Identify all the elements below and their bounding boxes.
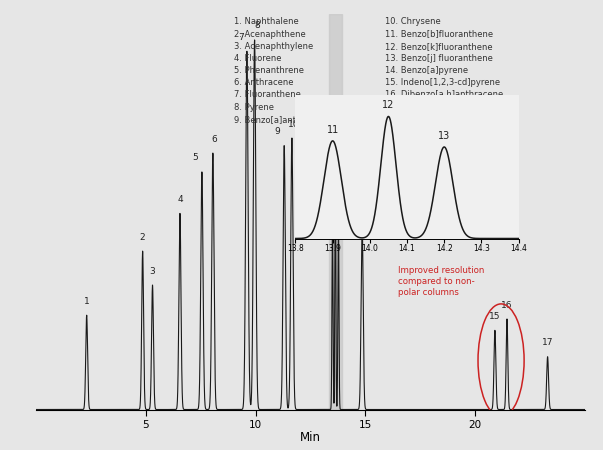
Bar xyxy=(329,14,343,410)
Text: 5: 5 xyxy=(192,153,198,162)
Text: 6: 6 xyxy=(211,135,217,144)
Text: 12: 12 xyxy=(332,120,343,129)
Text: 7: 7 xyxy=(239,33,244,42)
Text: 14: 14 xyxy=(356,202,368,211)
Text: 1: 1 xyxy=(84,297,89,306)
Text: 8: 8 xyxy=(254,22,260,31)
Text: 1. Naphthalene
2. Acenaphthene
3. Acenaphthylene
4. Fluorene
5. Phenanthrene
6. : 1. Naphthalene 2. Acenaphthene 3. Acenap… xyxy=(234,18,330,124)
Text: Cannot be resolved
on non-polar
columns: Cannot be resolved on non-polar columns xyxy=(295,198,379,239)
Text: 16: 16 xyxy=(501,301,513,310)
X-axis label: Min: Min xyxy=(300,431,321,444)
Text: 9: 9 xyxy=(275,127,280,136)
Text: 10. Chrysene
11. Benzo[b]fluoranthene
12. Benzo[k]fluoranthene
13. Benzo[j] fluo: 10. Chrysene 11. Benzo[b]fluoranthene 12… xyxy=(385,18,503,112)
Text: Improved resolution
compared to non-
polar columns: Improved resolution compared to non- pol… xyxy=(399,266,485,297)
Text: 10: 10 xyxy=(288,120,300,129)
Text: 2: 2 xyxy=(140,233,145,242)
Text: 11: 11 xyxy=(327,125,339,135)
Text: 12: 12 xyxy=(382,100,394,110)
Text: 3: 3 xyxy=(150,266,156,275)
Text: 11: 11 xyxy=(324,202,336,211)
Text: 15: 15 xyxy=(489,312,500,321)
Text: 13: 13 xyxy=(335,195,346,204)
Text: 4: 4 xyxy=(177,195,183,204)
Text: 13: 13 xyxy=(438,131,450,141)
Text: 17: 17 xyxy=(542,338,554,347)
